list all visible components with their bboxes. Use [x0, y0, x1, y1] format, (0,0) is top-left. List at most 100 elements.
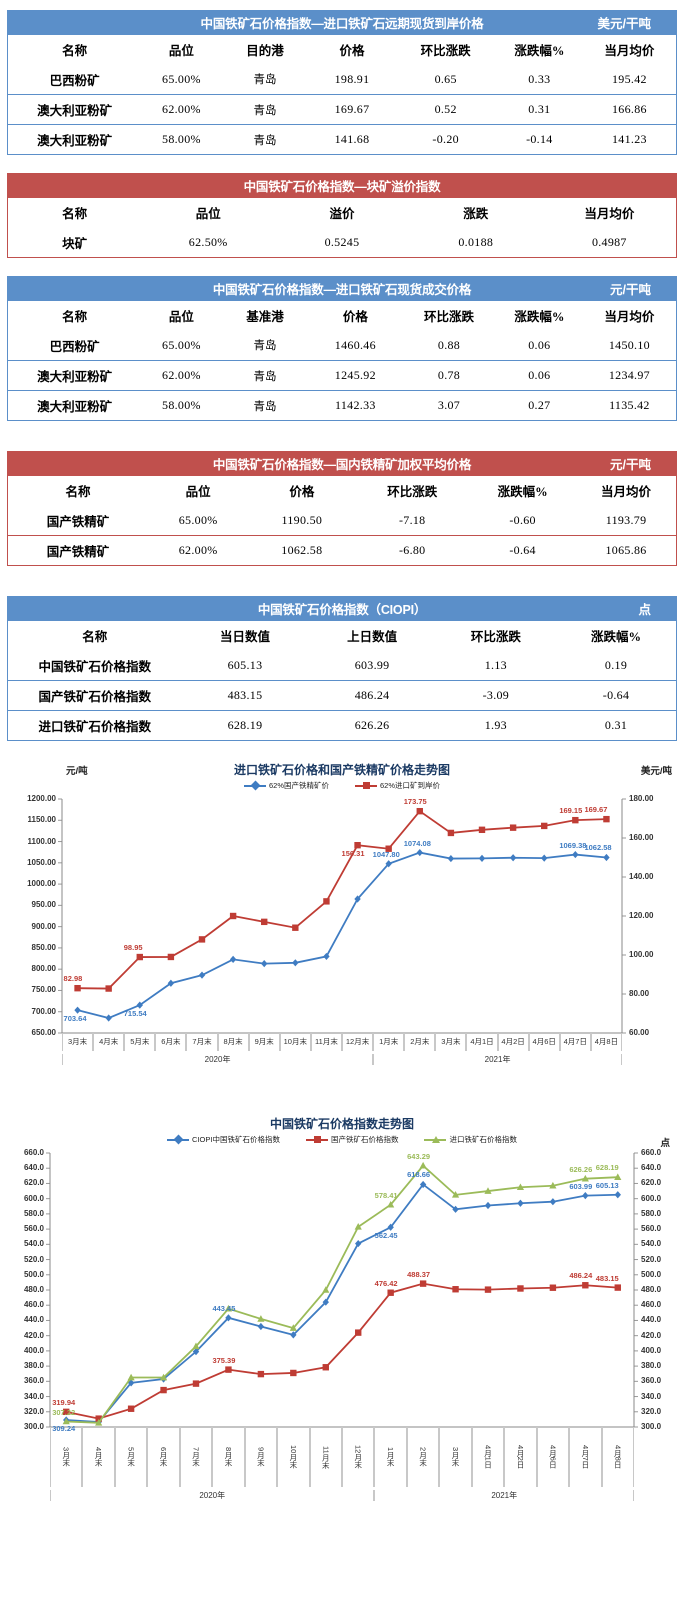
legend-item[interactable]: 进口铁矿石价格指数 — [424, 1134, 517, 1145]
cell-name: 进口铁矿石价格指数 — [38, 720, 151, 734]
data-point-label: 715.54 — [123, 1009, 147, 1019]
cell-port: 青岛 — [253, 370, 277, 383]
y-axis-tick-right: 340.0 — [641, 1391, 662, 1401]
col-header: 涨跌 — [463, 207, 489, 222]
y-axis-tick-right: 160.00 — [629, 833, 654, 842]
col-header: 名称 — [65, 485, 91, 500]
legend-item[interactable]: CIOPI中国铁矿石价格指数 — [167, 1134, 280, 1145]
y-axis-tick-right: 520.0 — [641, 1254, 662, 1264]
cell-price: 1142.33 — [335, 398, 376, 412]
table-row: 国产铁精矿 65.00% 1190.50 -7.18 -0.60 1193.79 — [7, 506, 677, 536]
data-point-label: 476.42 — [374, 1278, 398, 1288]
col-header: 当月均价 — [604, 310, 655, 325]
y-axis-tick-right: 660.0 — [641, 1148, 662, 1157]
cell-grade: 62.00% — [162, 102, 201, 116]
col-header: 目的港 — [246, 44, 284, 59]
data-point-label: 605.13 — [595, 1180, 619, 1190]
y-axis-tick-right: 320.0 — [641, 1406, 662, 1416]
report-page: 中国铁矿石价格指数—进口铁矿石远期现货到岸价格 美元/干吨 名称 品位 目的港 … — [0, 10, 684, 1501]
data-table: 名称 品位 目的港 价格 环比涨跌 涨跌幅% 当月均价 巴西粉矿 65.00% … — [7, 34, 677, 155]
cell-port: 青岛 — [253, 74, 277, 87]
legend-line-icon — [305, 1136, 328, 1143]
x-axis-tick: 4月7日 — [559, 1033, 591, 1051]
col-header: 涨跌幅% — [497, 485, 548, 500]
legend-label: 62%进口矿到岸价 — [380, 781, 441, 790]
table-title-bar: 中国铁矿石价格指数—进口铁矿石远期现货到岸价格 美元/干吨 — [7, 10, 677, 34]
table-block-import-forward-cfr: 中国铁矿石价格指数—进口铁矿石远期现货到岸价格 美元/干吨 名称 品位 目的港 … — [7, 10, 677, 155]
cell-change: -6.80 — [398, 543, 426, 557]
col-header: 当日数值 — [219, 630, 270, 645]
cell-name: 澳大利亚粉矿 — [37, 104, 113, 118]
col-header: 当月均价 — [584, 207, 635, 222]
cell-price: 1190.50 — [281, 512, 323, 527]
table-title: 中国铁矿石价格指数—进口铁矿石远期现货到岸价格 — [200, 16, 484, 31]
cell-change-pct: 0.06 — [528, 337, 551, 352]
chart-price-trend: 元/吨 进口铁矿石价格和国产铁精矿价格走势图 美元/吨 62%国产铁精矿价 62%… — [0, 757, 684, 1097]
y-axis-tick-left: 520.0 — [23, 1254, 44, 1264]
data-table: 名称 品位 基准港 价格 环比涨跌 涨跌幅% 当月均价 巴西粉矿 65.00% … — [7, 300, 677, 421]
cell-change-pct: 0.19 — [604, 657, 628, 672]
table-row: 澳大利亚粉矿 58.00% 青岛 141.68 -0.20 -0.14 141.… — [8, 125, 677, 155]
table-title-bar: 中国铁矿石价格指数—块矿溢价指数 — [7, 173, 677, 197]
y-axis-tick-left: 560.0 — [23, 1224, 44, 1234]
x-axis-year-group: 2021年 — [373, 1054, 622, 1065]
cell-name: 澳大利亚粉矿 — [37, 370, 113, 384]
legend-line-icon — [424, 1136, 447, 1143]
cell-name: 澳大利亚粉矿 — [37, 400, 113, 414]
y-axis-tick-left: 660.0 — [23, 1148, 44, 1157]
legend-label: 62%国产铁精矿价 — [268, 781, 329, 790]
x-axis-tick: 1月末 — [374, 1427, 407, 1487]
cell-change: -3.09 — [482, 688, 510, 702]
cell-change-pct: 0.27 — [528, 398, 551, 412]
col-header: 品位 — [185, 485, 211, 500]
cell-change-pct: -0.64 — [509, 543, 536, 557]
y-axis-tick-right: 500.0 — [641, 1269, 662, 1279]
chart0-title: 进口铁矿石价格和国产铁精矿价格走势图 — [233, 763, 450, 777]
data-point-label: 98.95 — [123, 943, 143, 953]
legend-line-icon — [167, 1134, 190, 1145]
table-row: 澳大利亚粉矿 62.00% 青岛 169.67 0.52 0.31 166.86 — [7, 95, 677, 125]
col-header: 环比涨跌 — [424, 310, 475, 325]
y-axis-tick-left: 1050.00 — [27, 857, 56, 867]
data-table: 名称 品位 价格 环比涨跌 涨跌幅% 当月均价 国产铁精矿 65.00% 119… — [7, 475, 677, 566]
table-title-bar: 中国铁矿石价格指数—国内铁精矿加权平均价格 元/干吨 — [7, 451, 677, 475]
legend-marker-icon — [363, 782, 370, 789]
y-axis-tick-left: 460.0 — [23, 1300, 44, 1310]
x-axis-tick: 11月末 — [310, 1033, 342, 1051]
x-axis-tick: 4月末 — [93, 1033, 125, 1051]
data-table: 名称 当日数值 上日数值 环比涨跌 涨跌幅% 中国铁矿石价格指数 605.13 … — [7, 620, 677, 741]
x-axis-tick: 4月末 — [82, 1427, 115, 1487]
y-axis-tick-right: 400.0 — [641, 1345, 662, 1355]
y-axis-tick-left: 1200.00 — [27, 794, 56, 803]
legend-marker-icon — [250, 780, 261, 791]
y-axis-tick-right: 180.00 — [629, 794, 654, 803]
x-axis-tick: 7月末 — [179, 1427, 213, 1487]
cell-change-pct: -0.64 — [602, 688, 630, 702]
col-header: 环比涨跌 — [387, 485, 438, 500]
y-axis-tick-right: 300.0 — [641, 1422, 662, 1431]
cell-name: 巴西粉矿 — [49, 73, 100, 88]
legend-item[interactable]: 国产铁矿石价格指数 — [305, 1134, 399, 1145]
legend-item[interactable]: 62%进口矿到岸价 — [355, 780, 440, 791]
col-header: 品位 — [168, 310, 194, 325]
y-axis-tick-left: 1000.00 — [27, 879, 56, 889]
col-header: 名称 — [62, 44, 88, 59]
col-header: 溢价 — [329, 207, 355, 222]
cell-today: 483.15 — [227, 688, 263, 702]
table-row: 国产铁矿石价格指数 483.15 486.24 -3.09 -0.64 — [7, 681, 677, 711]
data-point-label: 1062.58 — [584, 843, 612, 853]
legend-label: 国产铁矿石价格指数 — [330, 1135, 399, 1144]
col-header: 价格 — [339, 44, 365, 59]
cell-change-pct: 0.33 — [528, 71, 551, 86]
data-point-label: 307.22 — [52, 1407, 76, 1417]
y-axis-tick-left: 420.0 — [23, 1330, 44, 1340]
cell-grade: 65.00% — [162, 71, 201, 86]
cell-prev: 486.24 — [354, 688, 390, 702]
chart0-legend: 62%国产铁精矿价 62%进口矿到岸价 — [0, 780, 684, 791]
x-axis-tick: 3月末 — [435, 1033, 467, 1051]
cell-month-avg: 1234.97 — [608, 368, 650, 382]
y-axis-tick-right: 60.00 — [629, 1028, 650, 1037]
data-point-label: 1047.80 — [372, 849, 400, 859]
legend-item[interactable]: 62%国产铁精矿价 — [243, 780, 329, 791]
x-axis-tick: 5月末 — [124, 1033, 156, 1051]
